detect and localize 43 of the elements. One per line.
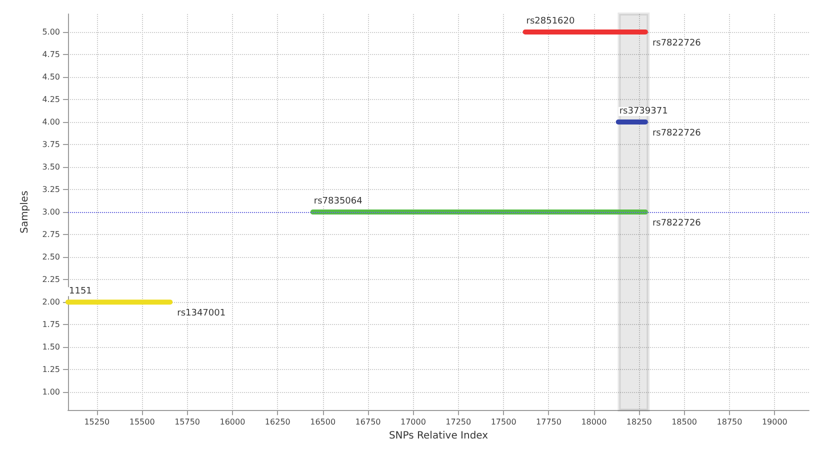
annotation: rs3739371 (619, 106, 668, 117)
y-tick-label: 4.50 (42, 72, 60, 82)
y-tick-label: 3.50 (42, 162, 60, 172)
y-tick-label: 3.00 (42, 208, 60, 217)
y-tick-label: 3.75 (42, 140, 60, 150)
y-tick-label: 5.00 (42, 28, 60, 37)
x-tick-label: 15500 (129, 418, 155, 427)
y-tick-label: 3.25 (42, 185, 60, 194)
x-tick-label: 19000 (762, 418, 788, 427)
x-tick-label: 18750 (716, 418, 742, 427)
annotation: rs7822726 (652, 218, 702, 229)
x-tick-label: 15750 (174, 418, 200, 427)
y-tick-label: 2.25 (42, 275, 60, 284)
annotation: rs7835064 (314, 196, 363, 207)
x-tick-label: 16000 (220, 418, 246, 427)
x-tick-label: 16750 (355, 418, 381, 427)
annotation: rs2851620 (526, 16, 575, 27)
x-tick-label: 18250 (626, 418, 652, 427)
annotation: rs7822726 (652, 128, 702, 139)
x-tick-label: 16250 (264, 418, 290, 427)
annotation: rs7822726 (652, 38, 702, 49)
x-tick-label: 18000 (581, 418, 607, 427)
x-tick-label: 15250 (84, 418, 110, 427)
x-axis-title: SNPs Relative Index (388, 430, 488, 442)
y-tick-label: 2.75 (42, 230, 60, 240)
x-tick-label: 17750 (536, 418, 562, 427)
y-tick-label: 2.00 (42, 298, 60, 307)
y-tick-label: 4.25 (42, 95, 60, 104)
x-tick-label: 17000 (400, 418, 426, 427)
x-tick-label: 18500 (672, 418, 698, 427)
y-tick-label: 1.50 (42, 342, 60, 352)
y-tick-label: 1.00 (42, 388, 60, 397)
annotation: 1151 (69, 286, 92, 297)
y-tick-label: 1.25 (42, 365, 60, 374)
y-tick-label: 4.75 (42, 50, 60, 60)
y-tick-label: 1.75 (42, 320, 60, 330)
y-tick-label: 4.00 (42, 118, 60, 127)
x-tick-label: 16500 (310, 418, 336, 427)
x-tick-label: 17500 (490, 418, 516, 427)
y-tick-label: 2.50 (42, 252, 60, 262)
annotation: rs1347001 (177, 308, 226, 319)
y-axis-title: Samples (20, 190, 30, 234)
x-tick-label: 17250 (446, 418, 472, 427)
